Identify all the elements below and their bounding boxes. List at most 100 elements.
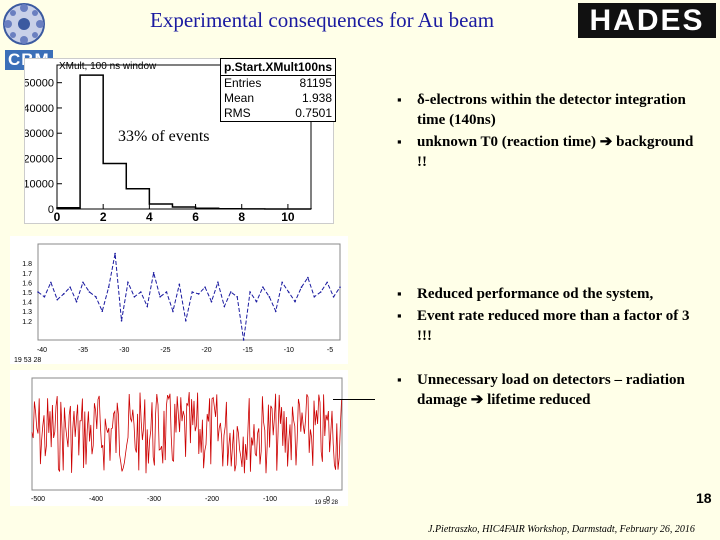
y-tick-label: 40000 [25,103,54,115]
data-point [75,300,78,303]
data-point [326,281,328,284]
plot-frame [56,64,312,210]
bullet-group-3: Unnecessary load on detectors – radiatio… [395,370,705,412]
data-point [210,300,213,303]
data-point [332,296,335,298]
data-point [217,281,219,284]
data-point [339,286,341,288]
timestamp-label: 19 50 28 [315,500,339,506]
bullet-group-1: δ-electrons within the detector integrat… [395,90,695,174]
histogram-bars [56,74,312,210]
red-noise-plot: -500 -400 -300 -200 -100 0 19 50 28 [10,370,348,506]
bullet-item: δ-electrons within the detector integrat… [395,90,695,130]
x-tick-label: -25 [160,347,170,354]
slide-title: Experimental consequences for Au beam [150,8,495,32]
data-point [319,291,322,293]
y-tick-label: 1.4 [22,300,32,307]
data-point [82,281,84,284]
data-point [101,310,104,312]
y-tick-label: 1.8 [22,261,32,268]
stats-title: p.Start.XMult100ns [221,59,335,76]
stats-row: Mean 1.938 [224,91,332,105]
data-point [178,283,181,286]
data-point [127,281,129,284]
x-tick-label: -15 [243,347,253,354]
data-point [43,296,46,298]
data-point [165,291,168,293]
data-point [255,300,258,303]
page-number: 18 [696,490,712,506]
data-point [236,296,238,298]
data-point [268,296,271,298]
data-point [95,296,97,298]
x-tick-label: -35 [78,347,88,354]
y-tick-label: 1.7 [22,271,32,278]
bullet-group-2: Reduced performance od the system, Event… [395,284,705,348]
data-point [159,296,161,298]
hades-logo: HADES [578,3,716,38]
rate-line-plot: 1.2 1.3 1.4 1.5 1.6 1.7 1.8 -40 -35 -30 -25 -20 -15 -… [10,236,348,364]
data-point [249,291,251,293]
data-point [294,300,296,303]
data-point [56,298,59,301]
noise-series [31,392,342,474]
data-point [313,296,316,298]
data-point [172,310,174,312]
y-tick-label: 10000 [25,179,54,191]
data-point [69,286,71,288]
histogram-bar [80,75,103,209]
divider-line [333,399,375,400]
data-point [140,291,142,293]
data-point [146,305,149,308]
histogram-bar [196,208,219,209]
data-point [152,272,155,274]
x-tick-label: 4 [146,210,153,223]
series-line [37,253,341,341]
histogram-bar [103,164,126,209]
data-point [223,305,226,308]
bullet-item: Event rate reduced more than a factor of… [395,306,705,346]
x-tick-label: -100 [263,496,277,503]
data-point [107,286,110,288]
histogram-window-label: XMult, 100 ns window [59,61,157,72]
x-tick-label: -400 [89,496,103,503]
x-tick-label: 0 [326,496,330,503]
data-point [62,293,65,295]
x-tick-label: 8 [238,210,245,223]
histogram-bar [149,204,172,209]
y-tick-label: 1.3 [22,309,32,316]
data-point [120,320,123,322]
events-annotation: 33% of events [118,128,210,145]
data-point [287,291,290,293]
cbm-logo-icon [3,3,45,45]
x-tick-label: 6 [192,210,199,223]
histogram-bar [172,207,195,209]
y-tick-label: 20000 [25,153,54,165]
data-point [274,310,277,312]
y-tick-label: 1.6 [22,280,32,287]
x-tick-label: -300 [147,496,161,503]
data-point [242,339,245,341]
data-point [133,296,136,298]
data-point [88,291,91,293]
histogram-stats-box: p.Start.XMult100ns Entries 81195 Mean 1.93… [220,58,336,122]
x-tick-label: 10 [281,210,295,223]
y-tick-label: 0 [48,204,54,216]
data-point [50,281,52,284]
data-point [204,286,206,288]
data-point [300,286,303,288]
data-point [307,276,309,279]
x-tick-label: -10 [284,347,294,354]
y-tick-label: 1.5 [22,290,32,297]
plot-frame [37,243,341,341]
data-point [262,286,264,288]
data-point [184,320,187,322]
stats-row: RMS 0.7501 [224,106,332,120]
x-tick-label: -30 [119,347,129,354]
stats-row: Entries 81195 [224,76,332,90]
data-point [281,281,283,284]
x-tick-label: -5 [327,347,333,354]
timestamp-label: 19 53 28 [14,357,41,364]
data-point [37,291,39,293]
bullet-item: unknown T0 (reaction time) ➔ background … [395,132,695,172]
